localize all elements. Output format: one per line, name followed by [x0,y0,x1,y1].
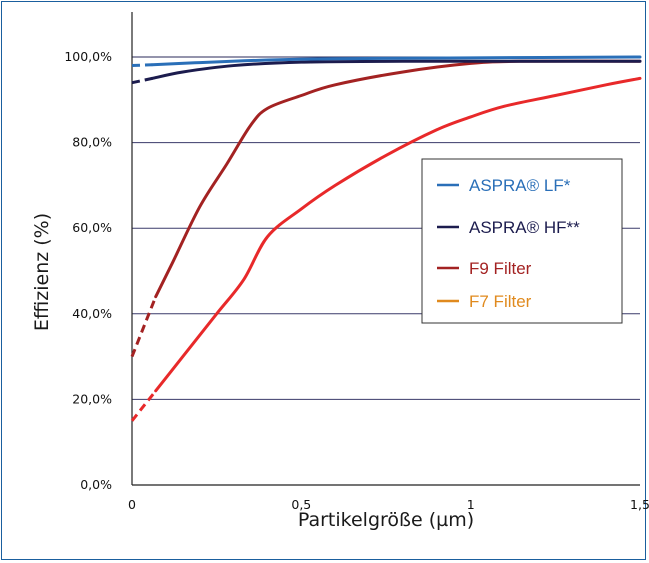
series-line-f7-filter [154,76,642,393]
x-tick-labels: 0 0,5 1 1,5 [128,497,649,512]
legend-label-2: F9 Filter [469,259,532,278]
legend-box [421,158,623,324]
y-tick-label: 0,0% [80,477,112,492]
series-dashed-aspra-lf [131,63,153,68]
series-dashed-f9-filter [130,296,158,358]
axes [131,12,640,486]
y-tick-labels: 0,0% 20,0% 40,0% 60,0% 80,0% 100,0% [64,49,112,492]
x-tick-label: 1 [467,497,475,512]
legend-label-1: ASPRA® HF** [469,218,580,237]
x-tick-label: 0 [128,497,136,512]
x-tick-label: 0,5 [291,497,311,512]
x-axis-title: Partikelgröße (µm) [298,509,474,531]
y-tick-label: 60,0% [72,220,112,235]
y-tick-label: 40,0% [72,306,112,321]
series-line-aspra-hf [150,59,642,80]
series-dashed-f7-filter [130,389,157,422]
legend-label-3: F7 Filter [469,292,532,311]
series-dashed-aspra-hf [131,76,153,85]
series-lines [130,55,642,422]
y-tick-label: 80,0% [72,135,112,150]
legend-label-0: ASPRA® LF* [469,176,571,195]
x-tick-label: 1,5 [630,497,649,512]
legend: ASPRA® LF* ASPRA® HF** F9 Filter F7 Filter [421,158,623,324]
y-tick-label: 100,0% [64,49,112,64]
y-tick-label: 20,0% [72,391,112,406]
series-line-aspra-lf [150,55,642,67]
y-axis-title: Effizienz (%) [31,213,53,331]
